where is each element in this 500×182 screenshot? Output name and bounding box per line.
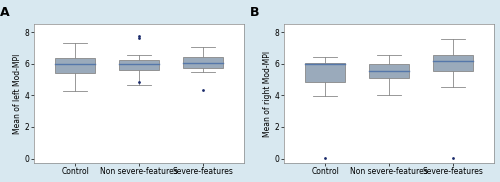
Bar: [306, 63, 345, 82]
Bar: [120, 60, 159, 70]
Text: A: A: [0, 6, 10, 19]
Bar: [56, 58, 95, 73]
Text: B: B: [250, 6, 260, 19]
Bar: [370, 64, 409, 78]
Bar: [433, 55, 472, 71]
Y-axis label: Mean of right Mod-MPI: Mean of right Mod-MPI: [263, 51, 272, 137]
Y-axis label: Mean of left Mod-MPI: Mean of left Mod-MPI: [13, 54, 22, 134]
Bar: [183, 57, 222, 68]
